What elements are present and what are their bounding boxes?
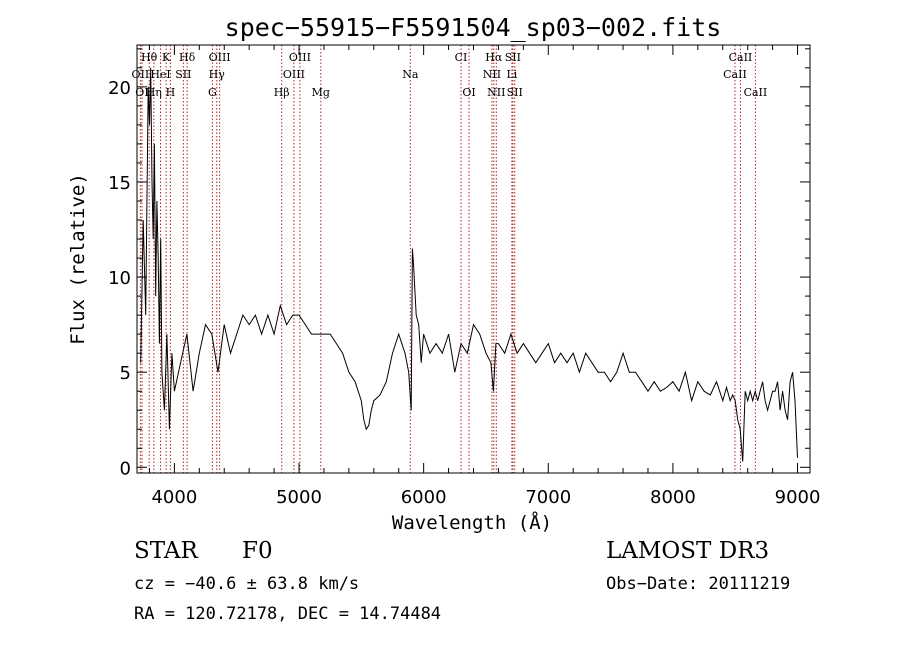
- line-label: NII: [483, 68, 501, 81]
- coordinates: RA = 120.72178, DEC = 14.74484: [134, 604, 442, 624]
- y-tick-label: 10: [108, 268, 131, 289]
- spectrum-series-line: [140, 67, 798, 462]
- x-axis-label: Wavelength (Å): [392, 511, 552, 534]
- line-label: SII: [507, 86, 523, 99]
- y-tick-label: 5: [120, 363, 131, 384]
- line-label: CI: [455, 51, 468, 64]
- line-label: Na: [402, 68, 419, 81]
- line-label: Hα: [485, 51, 503, 64]
- x-tick-labels: 4000 5000 6000 7000 8000 9000: [151, 487, 820, 508]
- x-tick-label: 6000: [401, 487, 447, 508]
- y-tick-label: 15: [108, 173, 131, 194]
- line-label: OIII: [209, 51, 231, 64]
- line-label: Hδ: [179, 51, 196, 64]
- x-tick-label: 4000: [151, 487, 197, 508]
- line-label: OIII: [283, 68, 305, 81]
- line-label: OII: [132, 68, 150, 81]
- y-tick-labels: 0 5 10 15 20: [108, 78, 131, 479]
- emission-line-markers: [139, 45, 756, 473]
- axis-ticks: [137, 45, 810, 473]
- y-axis-label: Flux (relative): [67, 173, 89, 345]
- redshift-cz: cz = −40.6 ± 63.8 km/s: [134, 574, 360, 594]
- line-label: H: [166, 86, 176, 99]
- x-tick-label: 5000: [276, 487, 322, 508]
- line-label: K: [162, 51, 171, 64]
- line-label: SII: [175, 68, 191, 81]
- line-label: CaII: [744, 86, 768, 99]
- line-label: CaII: [723, 68, 747, 81]
- line-label: OI: [135, 86, 148, 99]
- chart-title: spec−55915−F5591504_sp03−002.fits: [225, 13, 722, 42]
- x-tick-label: 7000: [525, 487, 571, 508]
- y-tick-label: 20: [108, 78, 131, 99]
- line-label: CaII: [729, 51, 753, 64]
- line-label: Mg: [312, 86, 330, 99]
- x-tick-label: 8000: [650, 487, 696, 508]
- line-label: Hγ: [209, 68, 226, 81]
- line-label: OIII: [289, 51, 311, 64]
- line-label: SII: [505, 51, 521, 64]
- line-label: G: [208, 86, 217, 99]
- y-tick-label: 0: [120, 458, 131, 479]
- line-label: NII: [487, 86, 505, 99]
- line-label: Li: [506, 68, 517, 81]
- object-subclass: F0: [242, 538, 273, 564]
- plot-frame: [136, 44, 811, 474]
- line-label: Hβ: [274, 86, 290, 99]
- line-label: OI: [462, 86, 475, 99]
- survey-name: LAMOST DR3: [606, 538, 770, 564]
- x-tick-label: 9000: [775, 487, 821, 508]
- line-label: Hθ: [141, 51, 158, 64]
- line-label: HeI: [150, 68, 170, 81]
- object-class: STAR: [134, 538, 198, 564]
- observation-date: Obs−Date: 20111219: [606, 574, 791, 594]
